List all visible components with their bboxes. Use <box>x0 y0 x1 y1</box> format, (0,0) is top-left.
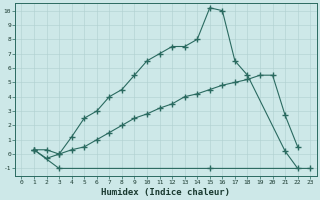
X-axis label: Humidex (Indice chaleur): Humidex (Indice chaleur) <box>101 188 230 197</box>
